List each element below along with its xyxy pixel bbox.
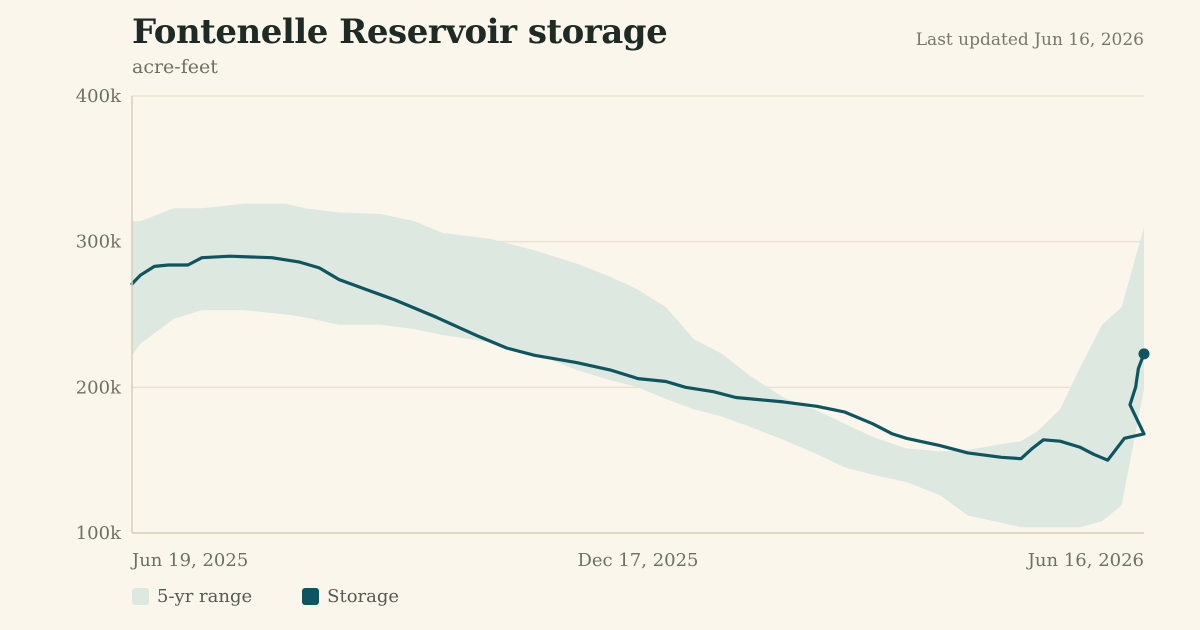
last-updated-text: Last updated Jun 16, 2026	[915, 30, 1144, 50]
storage-line	[130, 254, 1146, 462]
legend-swatch-range	[132, 588, 149, 605]
range-band	[132, 203, 1144, 528]
x-tick-label-1: Dec 17, 2025	[577, 550, 698, 571]
y-tick-label-2: 300k	[76, 232, 122, 253]
x-tick-label-0: Jun 19, 2025	[130, 550, 248, 571]
legend-swatch-storage	[302, 588, 320, 605]
legend-label-range: 5-yr range	[157, 586, 253, 607]
y-tick-label-1: 200k	[76, 377, 122, 398]
tick-labels: 100k 200k 300k 400k Jun 19, 2025 Dec 17, 2025…	[76, 86, 1144, 571]
x-tick-label-2: Jun 16, 2026	[1026, 550, 1144, 571]
range-band-layer	[132, 203, 1144, 528]
legend-label-storage: Storage	[327, 586, 400, 607]
storage-line-layer	[130, 254, 1150, 462]
legend: 5-yr range Storage	[132, 586, 449, 607]
chart-subtitle: acre-feet	[132, 56, 218, 78]
axes	[131, 96, 1144, 534]
y-tick-label-0: 100k	[76, 523, 122, 544]
legend-item-range: 5-yr range	[132, 586, 252, 607]
latest-storage-point	[1138, 348, 1150, 360]
legend-item-storage: Storage	[302, 586, 399, 607]
y-tick-label-3: 400k	[76, 86, 122, 107]
chart-title: Fontenelle Reservoir storage	[132, 12, 668, 52]
